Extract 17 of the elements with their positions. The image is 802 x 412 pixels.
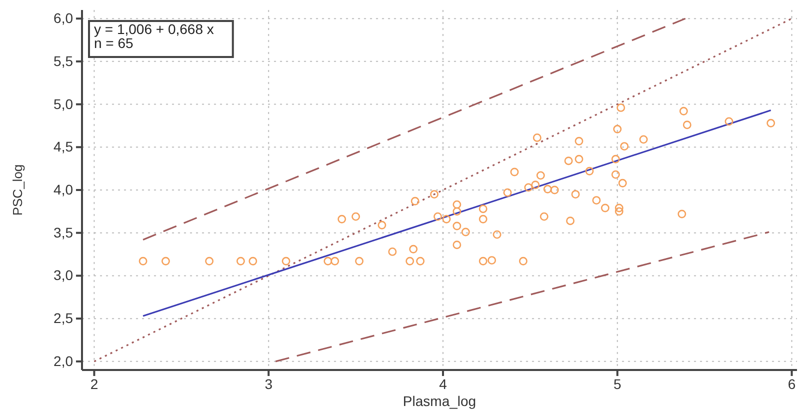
y-tick-label: 2,5: [54, 310, 74, 326]
y-axis-title: PSC_log: [10, 164, 25, 216]
y-tick-label: 4,0: [54, 181, 74, 198]
x-tick-label: 3: [264, 376, 273, 392]
x-tick-label: 2: [90, 376, 98, 392]
x-tick-label: 6: [788, 376, 796, 392]
x-axis-title: Plasma_log: [402, 393, 476, 409]
y-tick-label: 3,0: [54, 267, 74, 284]
x-tick-label: 5: [613, 376, 622, 392]
x-tick-label: 4: [439, 376, 448, 392]
annotation: y = 1,006 + 0,668 x: [94, 21, 214, 37]
y-tick-label: 6,0: [54, 10, 74, 26]
y-tick-label: 4,5: [54, 138, 74, 155]
y-tick-label: 5,0: [54, 96, 74, 112]
y-tick-label: 3,5: [54, 224, 74, 240]
y-tick-label: 2,0: [54, 352, 74, 369]
y-tick-label: 5,5: [54, 52, 74, 69]
